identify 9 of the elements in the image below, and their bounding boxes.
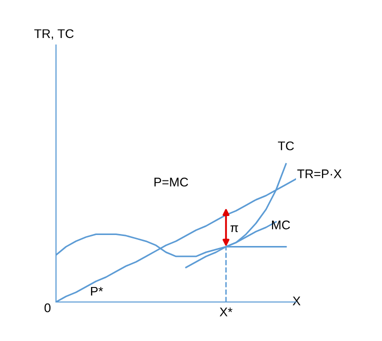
series-label: TC [278, 141, 294, 150]
text: X* [220, 308, 232, 316]
annotation: P=MC [154, 178, 188, 187]
annotation: P* [91, 286, 104, 296]
text: TR, TC [34, 29, 74, 40]
series-label: TR=P·X [297, 170, 342, 178]
annotation: π [230, 225, 238, 232]
series-label: MC [272, 220, 290, 230]
text: 0 [44, 303, 51, 312]
